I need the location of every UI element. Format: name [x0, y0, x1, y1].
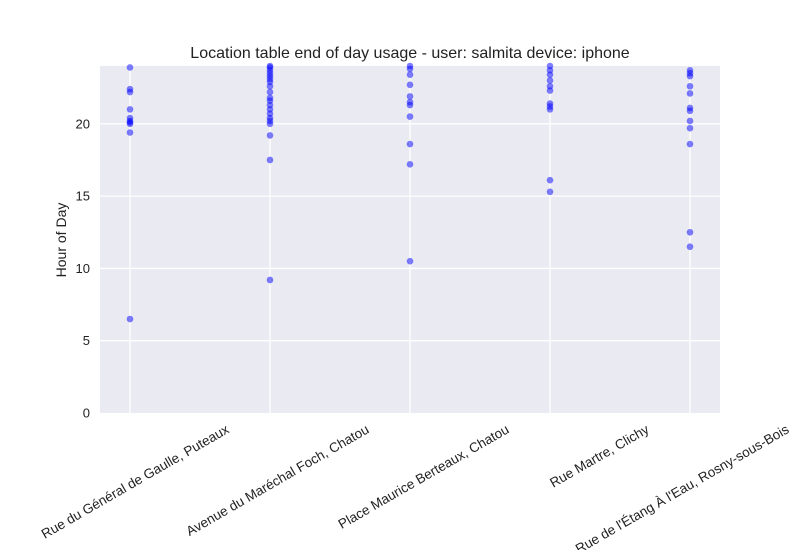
data-point — [686, 67, 694, 74]
data-point — [546, 77, 554, 84]
x-tick-label: Rue de l'Étang À l'Eau, Rosny-sous-Bois — [573, 421, 792, 550]
data-point — [126, 315, 134, 323]
y-tick-label: 5 — [83, 333, 90, 348]
chart-title: Location table end of day usage - user: … — [190, 45, 629, 62]
data-point — [266, 94, 274, 102]
data-points — [126, 62, 694, 323]
x-tick-label: Rue Martre, Clichy — [547, 421, 652, 490]
data-point — [126, 114, 134, 122]
data-point — [686, 228, 694, 236]
data-point — [266, 276, 274, 284]
data-point — [406, 257, 414, 265]
data-point — [406, 93, 414, 100]
data-point — [406, 71, 414, 78]
data-point — [406, 81, 414, 89]
data-point — [126, 106, 134, 113]
data-point — [266, 62, 274, 70]
data-point — [686, 82, 694, 90]
data-point — [546, 100, 554, 107]
data-point — [546, 62, 554, 70]
data-point — [686, 124, 694, 132]
data-point — [406, 113, 414, 120]
y-tick-labels: 0 5 10 15 20 — [76, 116, 90, 420]
data-point — [546, 82, 554, 90]
y-tick-label: 20 — [76, 116, 90, 131]
data-point — [406, 161, 414, 168]
data-point — [686, 90, 694, 97]
data-point — [546, 176, 554, 184]
y-tick-label: 10 — [76, 261, 90, 276]
data-point — [126, 85, 134, 93]
y-axis-label: Hour of Day — [53, 203, 69, 278]
data-point — [266, 88, 274, 96]
data-point — [406, 62, 414, 70]
data-point — [686, 117, 694, 125]
data-point — [126, 64, 134, 71]
data-point — [266, 132, 274, 139]
data-point — [406, 140, 414, 148]
y-tick-label: 15 — [76, 189, 90, 204]
data-point — [686, 140, 694, 148]
data-point — [266, 156, 274, 164]
y-tick-label: 0 — [83, 406, 90, 421]
data-point — [406, 98, 414, 106]
data-point — [686, 243, 694, 251]
data-point — [686, 104, 694, 112]
data-point — [126, 129, 134, 136]
x-tick-labels: Rue du Général de Gaulle, PuteauxAvenue … — [39, 421, 792, 550]
data-point — [546, 188, 554, 196]
